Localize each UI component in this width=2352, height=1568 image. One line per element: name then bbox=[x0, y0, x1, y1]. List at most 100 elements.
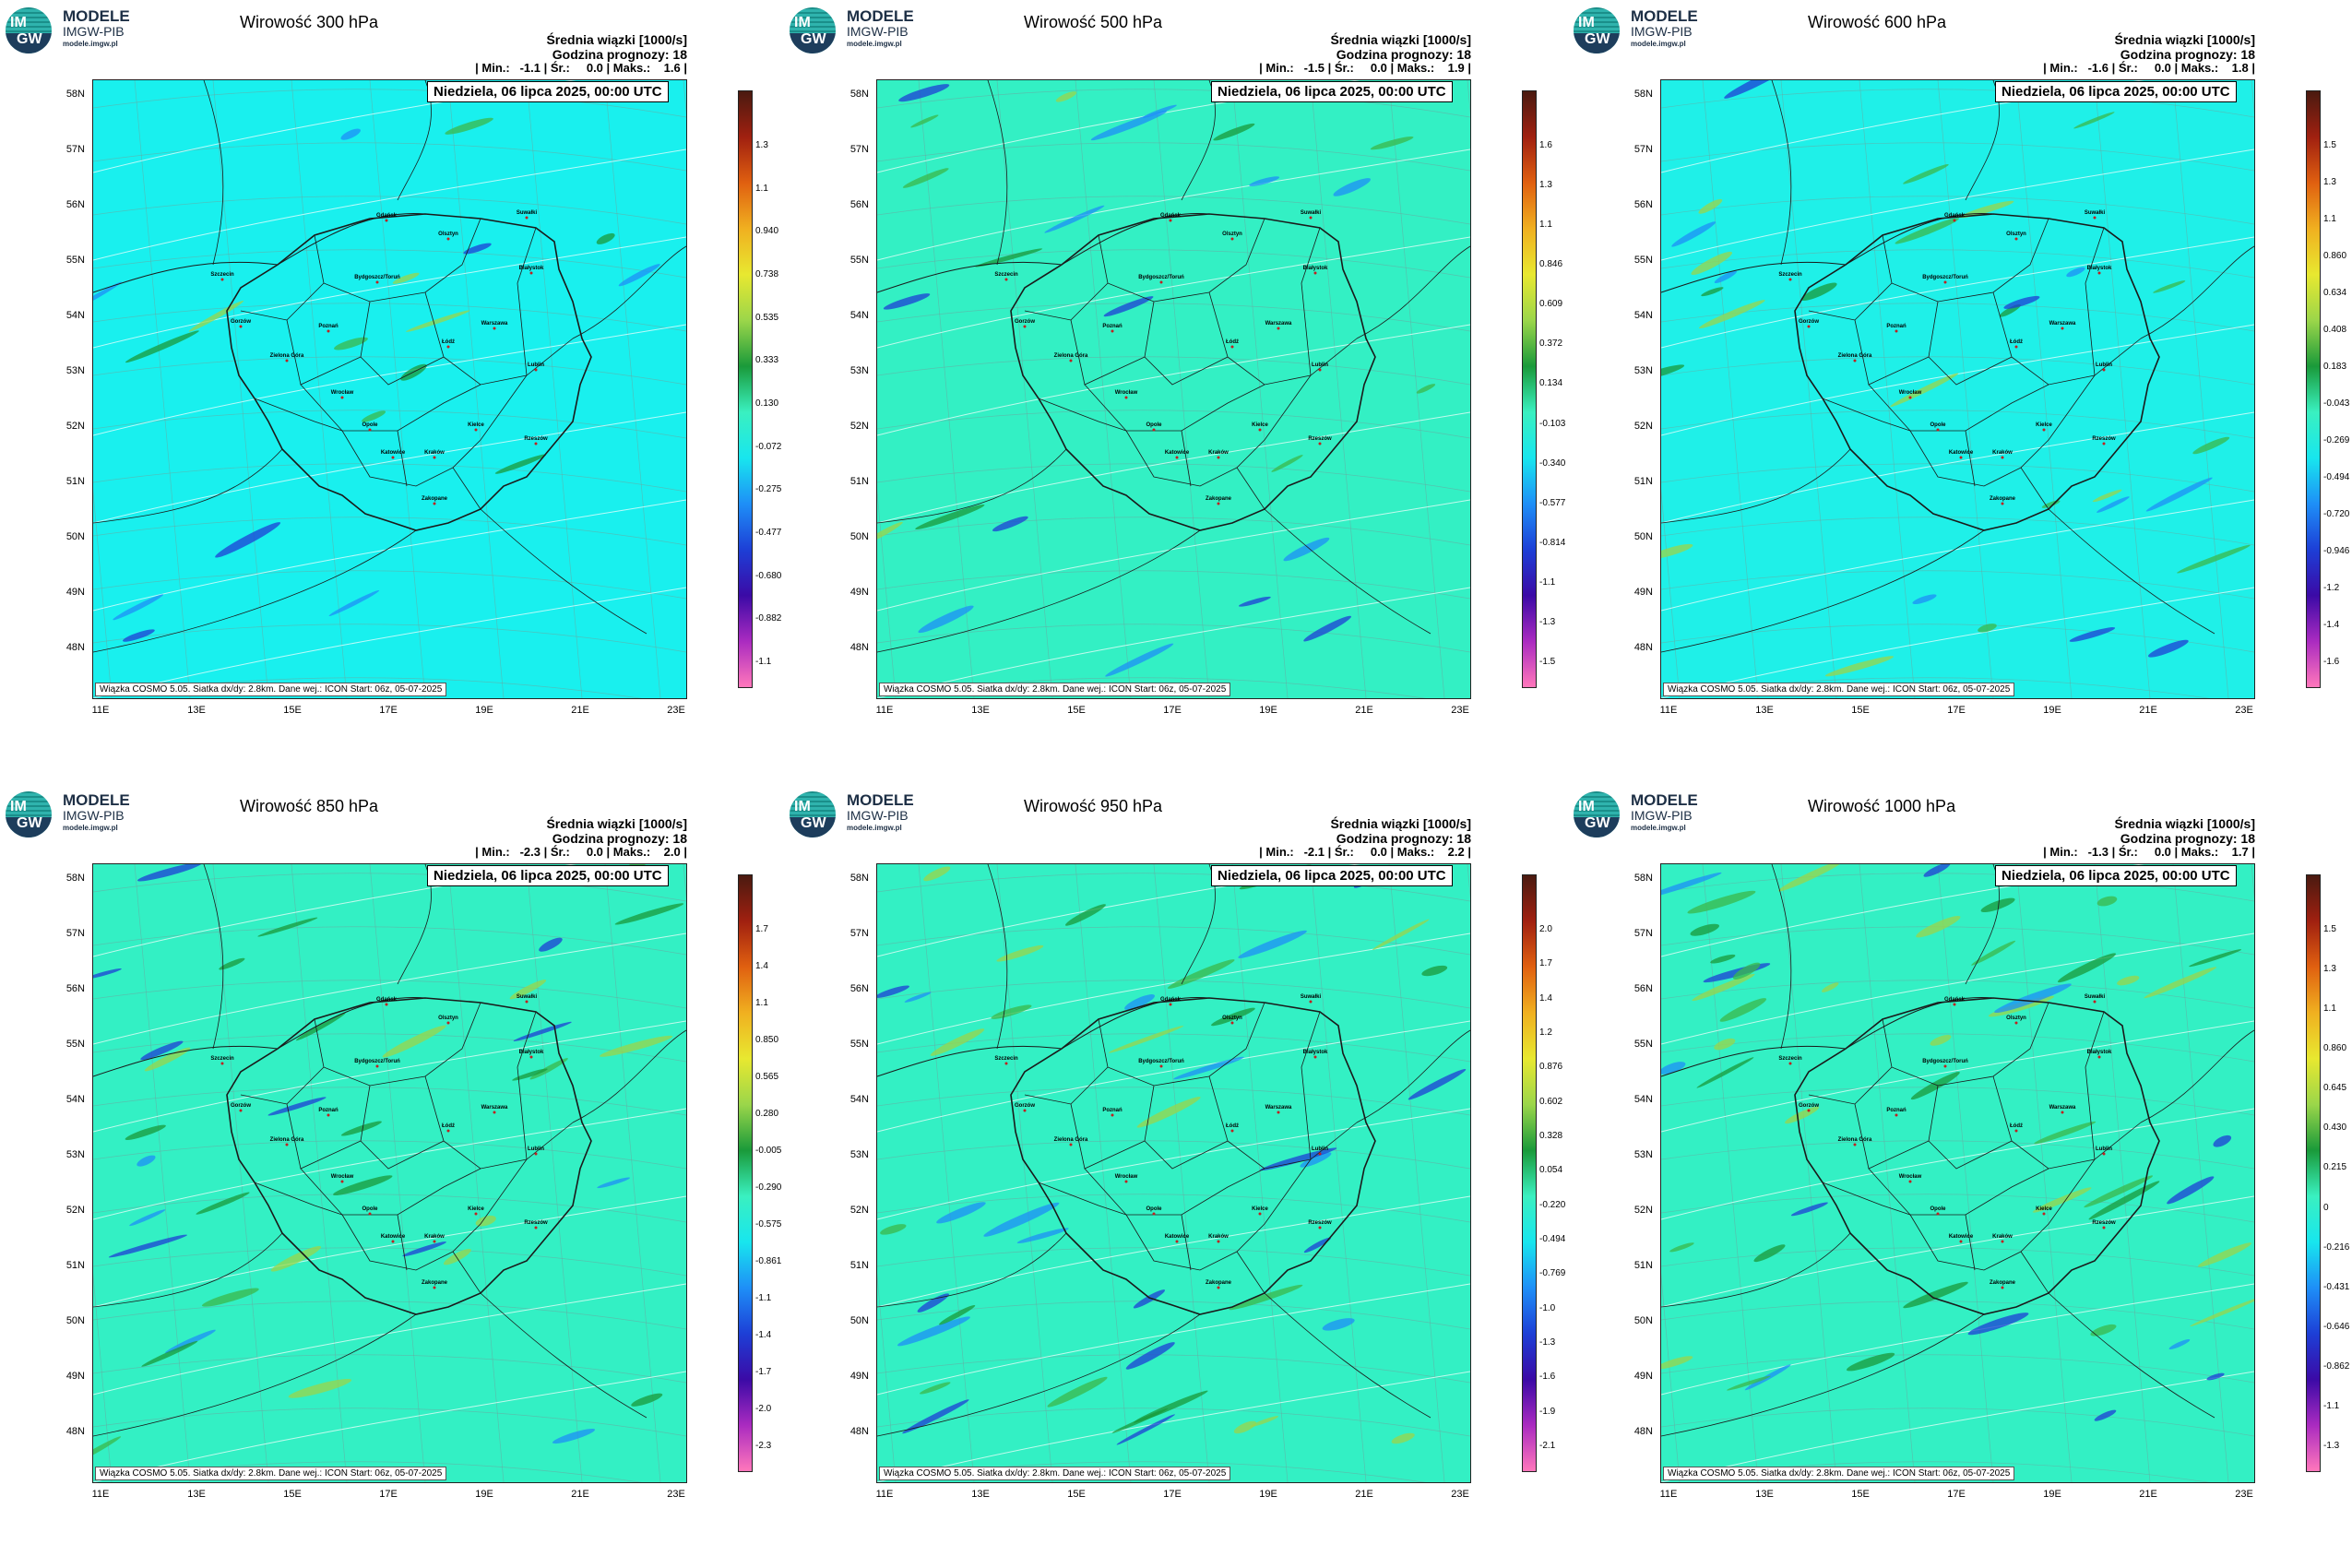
map-canvas: Gdańsk Olsztyn Suwałki Szczecin Bydgoszcz/To… bbox=[877, 80, 1470, 698]
latitude-label: 50N bbox=[65, 531, 85, 542]
vorticity-streak bbox=[1661, 872, 1722, 899]
latitude-label: 50N bbox=[1633, 531, 1653, 542]
latitude-gridline bbox=[93, 980, 686, 1009]
colorbar-tick-label: 0.372 bbox=[1539, 339, 1563, 350]
city-marker bbox=[1318, 1226, 1322, 1229]
longitude-label: 15E bbox=[1851, 1489, 1870, 1500]
neighbour-border bbox=[480, 508, 647, 635]
coastline bbox=[203, 864, 224, 1050]
colorbar-tick-label: 1.3 bbox=[1539, 180, 1552, 191]
longitude-gridline bbox=[996, 864, 1053, 1482]
vorticity-streak bbox=[144, 1047, 191, 1072]
imgw-logo[interactable]: IM GW MODELE IMGW-PIB modele.imgw.pl bbox=[4, 6, 142, 53]
vorticity-streak bbox=[137, 1155, 156, 1167]
city-label: Zakopane bbox=[1206, 496, 1232, 502]
vorticity-map[interactable]: Gdańsk Olsztyn Suwałki Szczecin Bydgoszcz/To… bbox=[1660, 863, 2255, 1483]
neighbour-border bbox=[572, 1029, 686, 1123]
vorticity-streak bbox=[618, 264, 660, 287]
longitude-gridline bbox=[683, 864, 686, 899]
city-marker bbox=[391, 456, 395, 459]
vorticity-streak bbox=[475, 1215, 496, 1227]
colorbar-tick-label: -0.680 bbox=[755, 570, 782, 581]
logo-im-text: IM bbox=[1578, 15, 1595, 30]
voivodeship-border bbox=[286, 1103, 362, 1170]
vorticity-map[interactable]: Gdańsk Olsztyn Suwałki Szczecin Bydgoszcz/To… bbox=[92, 79, 687, 699]
imgw-logo[interactable]: IM GW MODELE IMGW-PIB modele.imgw.pl bbox=[788, 6, 926, 53]
city-marker bbox=[239, 1109, 243, 1112]
colorbar-tick-label: -0.862 bbox=[2323, 1360, 2350, 1372]
imgw-logo[interactable]: IM GW MODELE IMGW-PIB modele.imgw.pl bbox=[788, 790, 926, 837]
header-forecast-hour: Godzina prognozy: 18 bbox=[552, 831, 687, 846]
vorticity-streak bbox=[1044, 205, 1105, 233]
forecast-panel: IM GW MODELE IMGW-PIB modele.imgw.pl Wirowość… bbox=[784, 784, 1568, 1568]
city-marker bbox=[1169, 1003, 1172, 1006]
vorticity-streak bbox=[597, 1177, 631, 1189]
city-marker bbox=[2001, 502, 2004, 505]
isoline bbox=[93, 587, 686, 698]
vorticity-streak bbox=[1249, 176, 1280, 186]
voivodeship-border bbox=[517, 227, 537, 376]
voivodeship-border bbox=[2020, 1251, 2049, 1294]
isoline bbox=[877, 411, 1470, 524]
neighbour-border bbox=[2048, 1292, 2215, 1419]
isoline bbox=[877, 587, 1470, 698]
vorticity-streak bbox=[201, 1288, 259, 1307]
longitude-gridline bbox=[604, 864, 661, 1482]
city-marker bbox=[433, 502, 436, 505]
imgw-logo[interactable]: IM GW MODELE IMGW-PIB modele.imgw.pl bbox=[1572, 6, 1710, 53]
isoline bbox=[1661, 411, 2254, 524]
city-marker bbox=[1004, 278, 1008, 281]
vorticity-streak bbox=[1136, 1097, 1201, 1128]
header-stats: | Min.: -1.1 | Śr.: 0.0 | Maks.: 1.6 | bbox=[475, 61, 687, 75]
latitude-label: 52N bbox=[1633, 1205, 1653, 1216]
colorbar-tick-label: 1.1 bbox=[755, 183, 768, 194]
logo-gw-text: GW bbox=[801, 31, 826, 47]
colorbar-tick-label: -2.1 bbox=[1539, 1441, 1556, 1451]
vorticity-map[interactable]: Gdańsk Olsztyn Suwałki Szczecin Bydgoszcz/To… bbox=[92, 863, 687, 1483]
vorticity-map[interactable]: Gdańsk Olsztyn Suwałki Szczecin Bydgoszcz/To… bbox=[876, 79, 1471, 699]
city-marker bbox=[1023, 325, 1027, 328]
coastline bbox=[987, 864, 1008, 1050]
vorticity-streak bbox=[2057, 953, 2117, 983]
isoline bbox=[93, 324, 686, 436]
vorticity-streak bbox=[1846, 1352, 1895, 1372]
vorticity-streak bbox=[923, 866, 951, 882]
logo-im-text: IM bbox=[794, 15, 811, 30]
vorticity-streak bbox=[1923, 864, 1951, 877]
latitude-label: 56N bbox=[849, 199, 869, 210]
city-marker bbox=[368, 428, 372, 432]
latitude-gridline bbox=[877, 463, 1470, 493]
colorbar-tick-label: 0.183 bbox=[2323, 362, 2347, 372]
city-label: Gdańsk bbox=[1944, 997, 1966, 1003]
isoline bbox=[93, 932, 686, 1045]
vorticity-map[interactable]: Gdańsk Olsztyn Suwałki Szczecin Bydgoszcz/To… bbox=[1660, 79, 2255, 699]
colorbar-tick-label: 1.4 bbox=[755, 961, 768, 971]
vorticity-streak bbox=[2168, 1338, 2191, 1350]
latitude-label: 54N bbox=[849, 310, 869, 321]
city-marker bbox=[1788, 1062, 1792, 1065]
longitude-gridline bbox=[918, 80, 975, 698]
latitude-gridline bbox=[877, 926, 1470, 956]
latitude-gridline bbox=[877, 196, 1470, 225]
vorticity-map[interactable]: Gdańsk Olsztyn Suwałki Szczecin Bydgoszcz/To… bbox=[876, 863, 1471, 1483]
imgw-logo[interactable]: IM GW MODELE IMGW-PIB modele.imgw.pl bbox=[1572, 790, 1710, 837]
colorbar-tick-label: 1.3 bbox=[2323, 177, 2336, 187]
isoline bbox=[877, 1108, 1470, 1220]
city-marker bbox=[220, 278, 224, 281]
latitude-label: 51N bbox=[1633, 1260, 1653, 1271]
city-label: Zielona Góra bbox=[1054, 353, 1088, 359]
vorticity-streak bbox=[2145, 477, 2213, 512]
longitude-gridline bbox=[1310, 864, 1367, 1482]
city-label: Olsztyn bbox=[438, 232, 458, 237]
longitude-label: 11E bbox=[875, 705, 894, 716]
voivodeship-border bbox=[2020, 467, 2049, 510]
colorbar-tick-label: -0.720 bbox=[2323, 509, 2350, 519]
city-marker bbox=[446, 1129, 450, 1133]
header-ensemble-mean: Średnia wiązki [1000/s] bbox=[2114, 816, 2255, 831]
imgw-logo[interactable]: IM GW MODELE IMGW-PIB modele.imgw.pl bbox=[4, 790, 142, 837]
colorbar-tick-label: -0.646 bbox=[2323, 1321, 2350, 1332]
vorticity-streak bbox=[1133, 1289, 1166, 1309]
longitude-gridline bbox=[2172, 80, 2229, 698]
city-label: Rzeszów bbox=[1308, 436, 1332, 442]
city-marker bbox=[525, 1000, 529, 1004]
